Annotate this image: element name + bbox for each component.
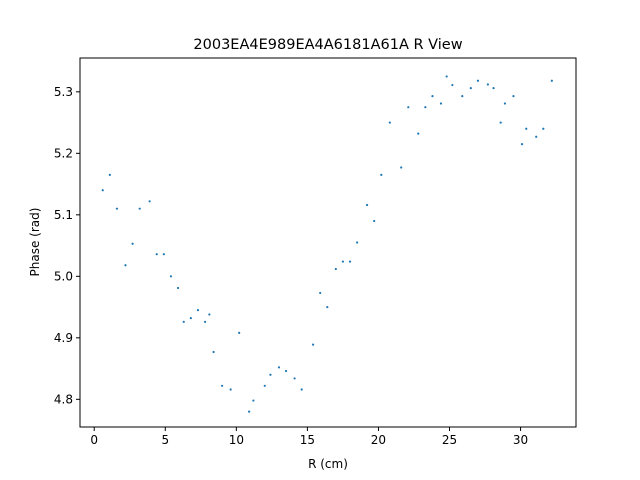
data-points bbox=[101, 75, 553, 413]
data-point bbox=[348, 260, 352, 263]
data-point bbox=[373, 219, 376, 223]
data-point bbox=[499, 121, 502, 124]
data-point bbox=[182, 320, 185, 323]
data-point bbox=[356, 241, 359, 244]
data-point bbox=[176, 286, 180, 290]
data-point bbox=[388, 121, 391, 124]
data-point bbox=[535, 135, 538, 138]
data-point bbox=[108, 173, 111, 176]
data-point bbox=[486, 83, 489, 86]
x-tick-label: 30 bbox=[513, 433, 528, 447]
y-tick-label: 5.3 bbox=[54, 85, 73, 99]
data-point bbox=[380, 173, 383, 176]
data-point bbox=[365, 203, 369, 207]
data-point bbox=[269, 373, 272, 376]
data-point bbox=[341, 260, 345, 263]
x-tick-label: 25 bbox=[442, 433, 457, 447]
data-point bbox=[203, 320, 207, 323]
data-point bbox=[417, 132, 420, 135]
y-tick-label: 5.1 bbox=[54, 208, 73, 222]
data-point bbox=[334, 267, 337, 271]
plot-area bbox=[80, 58, 576, 427]
data-point bbox=[512, 95, 515, 98]
data-point bbox=[542, 127, 545, 130]
data-point bbox=[469, 87, 472, 90]
x-tick-label: 0 bbox=[90, 433, 98, 447]
data-point bbox=[115, 207, 119, 210]
y-axis-label: Phase (rad) bbox=[28, 208, 42, 277]
y-tick-label: 5.2 bbox=[54, 146, 73, 160]
data-point bbox=[221, 384, 224, 387]
data-point bbox=[196, 309, 200, 312]
data-point bbox=[461, 95, 464, 98]
data-point bbox=[208, 313, 211, 316]
data-point bbox=[439, 102, 443, 105]
data-point bbox=[277, 366, 281, 369]
data-point bbox=[476, 79, 480, 82]
data-point bbox=[319, 291, 322, 295]
x-tick-label: 10 bbox=[229, 433, 244, 447]
data-point bbox=[431, 95, 434, 98]
data-point bbox=[326, 305, 329, 309]
data-point bbox=[131, 242, 134, 245]
chart-title: 2003EA4E989EA4A6181A61A R View bbox=[193, 37, 462, 53]
y-axis: 4.8 4.9 5.0 5.1 5.2 5.3 bbox=[54, 85, 80, 406]
data-point bbox=[238, 331, 241, 334]
data-point bbox=[169, 275, 173, 278]
data-point bbox=[451, 83, 454, 87]
data-point bbox=[445, 75, 448, 78]
data-point bbox=[101, 189, 104, 192]
data-point bbox=[212, 350, 215, 354]
data-point bbox=[263, 384, 266, 387]
data-point bbox=[138, 207, 141, 210]
x-tick-label: 15 bbox=[300, 433, 315, 447]
data-point bbox=[503, 102, 507, 105]
data-point bbox=[300, 388, 303, 391]
data-point bbox=[124, 264, 127, 267]
data-point bbox=[284, 369, 288, 373]
data-point bbox=[155, 253, 158, 256]
plot-frame bbox=[79, 57, 577, 428]
data-point bbox=[550, 79, 553, 82]
data-point bbox=[293, 377, 296, 380]
y-tick-label: 4.9 bbox=[54, 331, 73, 345]
x-axis-label: R (cm) bbox=[308, 457, 348, 471]
data-point bbox=[407, 106, 410, 109]
y-tick-label: 4.8 bbox=[54, 392, 73, 406]
data-point bbox=[400, 166, 403, 169]
x-tick-label: 5 bbox=[161, 433, 169, 447]
data-point bbox=[252, 399, 255, 402]
data-point bbox=[492, 87, 495, 90]
data-point bbox=[189, 317, 192, 320]
data-point bbox=[248, 410, 251, 413]
data-point bbox=[229, 388, 232, 391]
data-point bbox=[525, 127, 528, 130]
data-point bbox=[311, 343, 315, 346]
x-tick-label: 20 bbox=[371, 433, 386, 447]
data-point bbox=[424, 106, 427, 109]
data-point bbox=[148, 200, 151, 203]
y-tick-label: 5.0 bbox=[54, 269, 73, 283]
x-axis: 0 5 10 15 20 25 30 bbox=[90, 427, 528, 447]
data-point bbox=[520, 143, 524, 146]
data-point bbox=[162, 253, 165, 256]
